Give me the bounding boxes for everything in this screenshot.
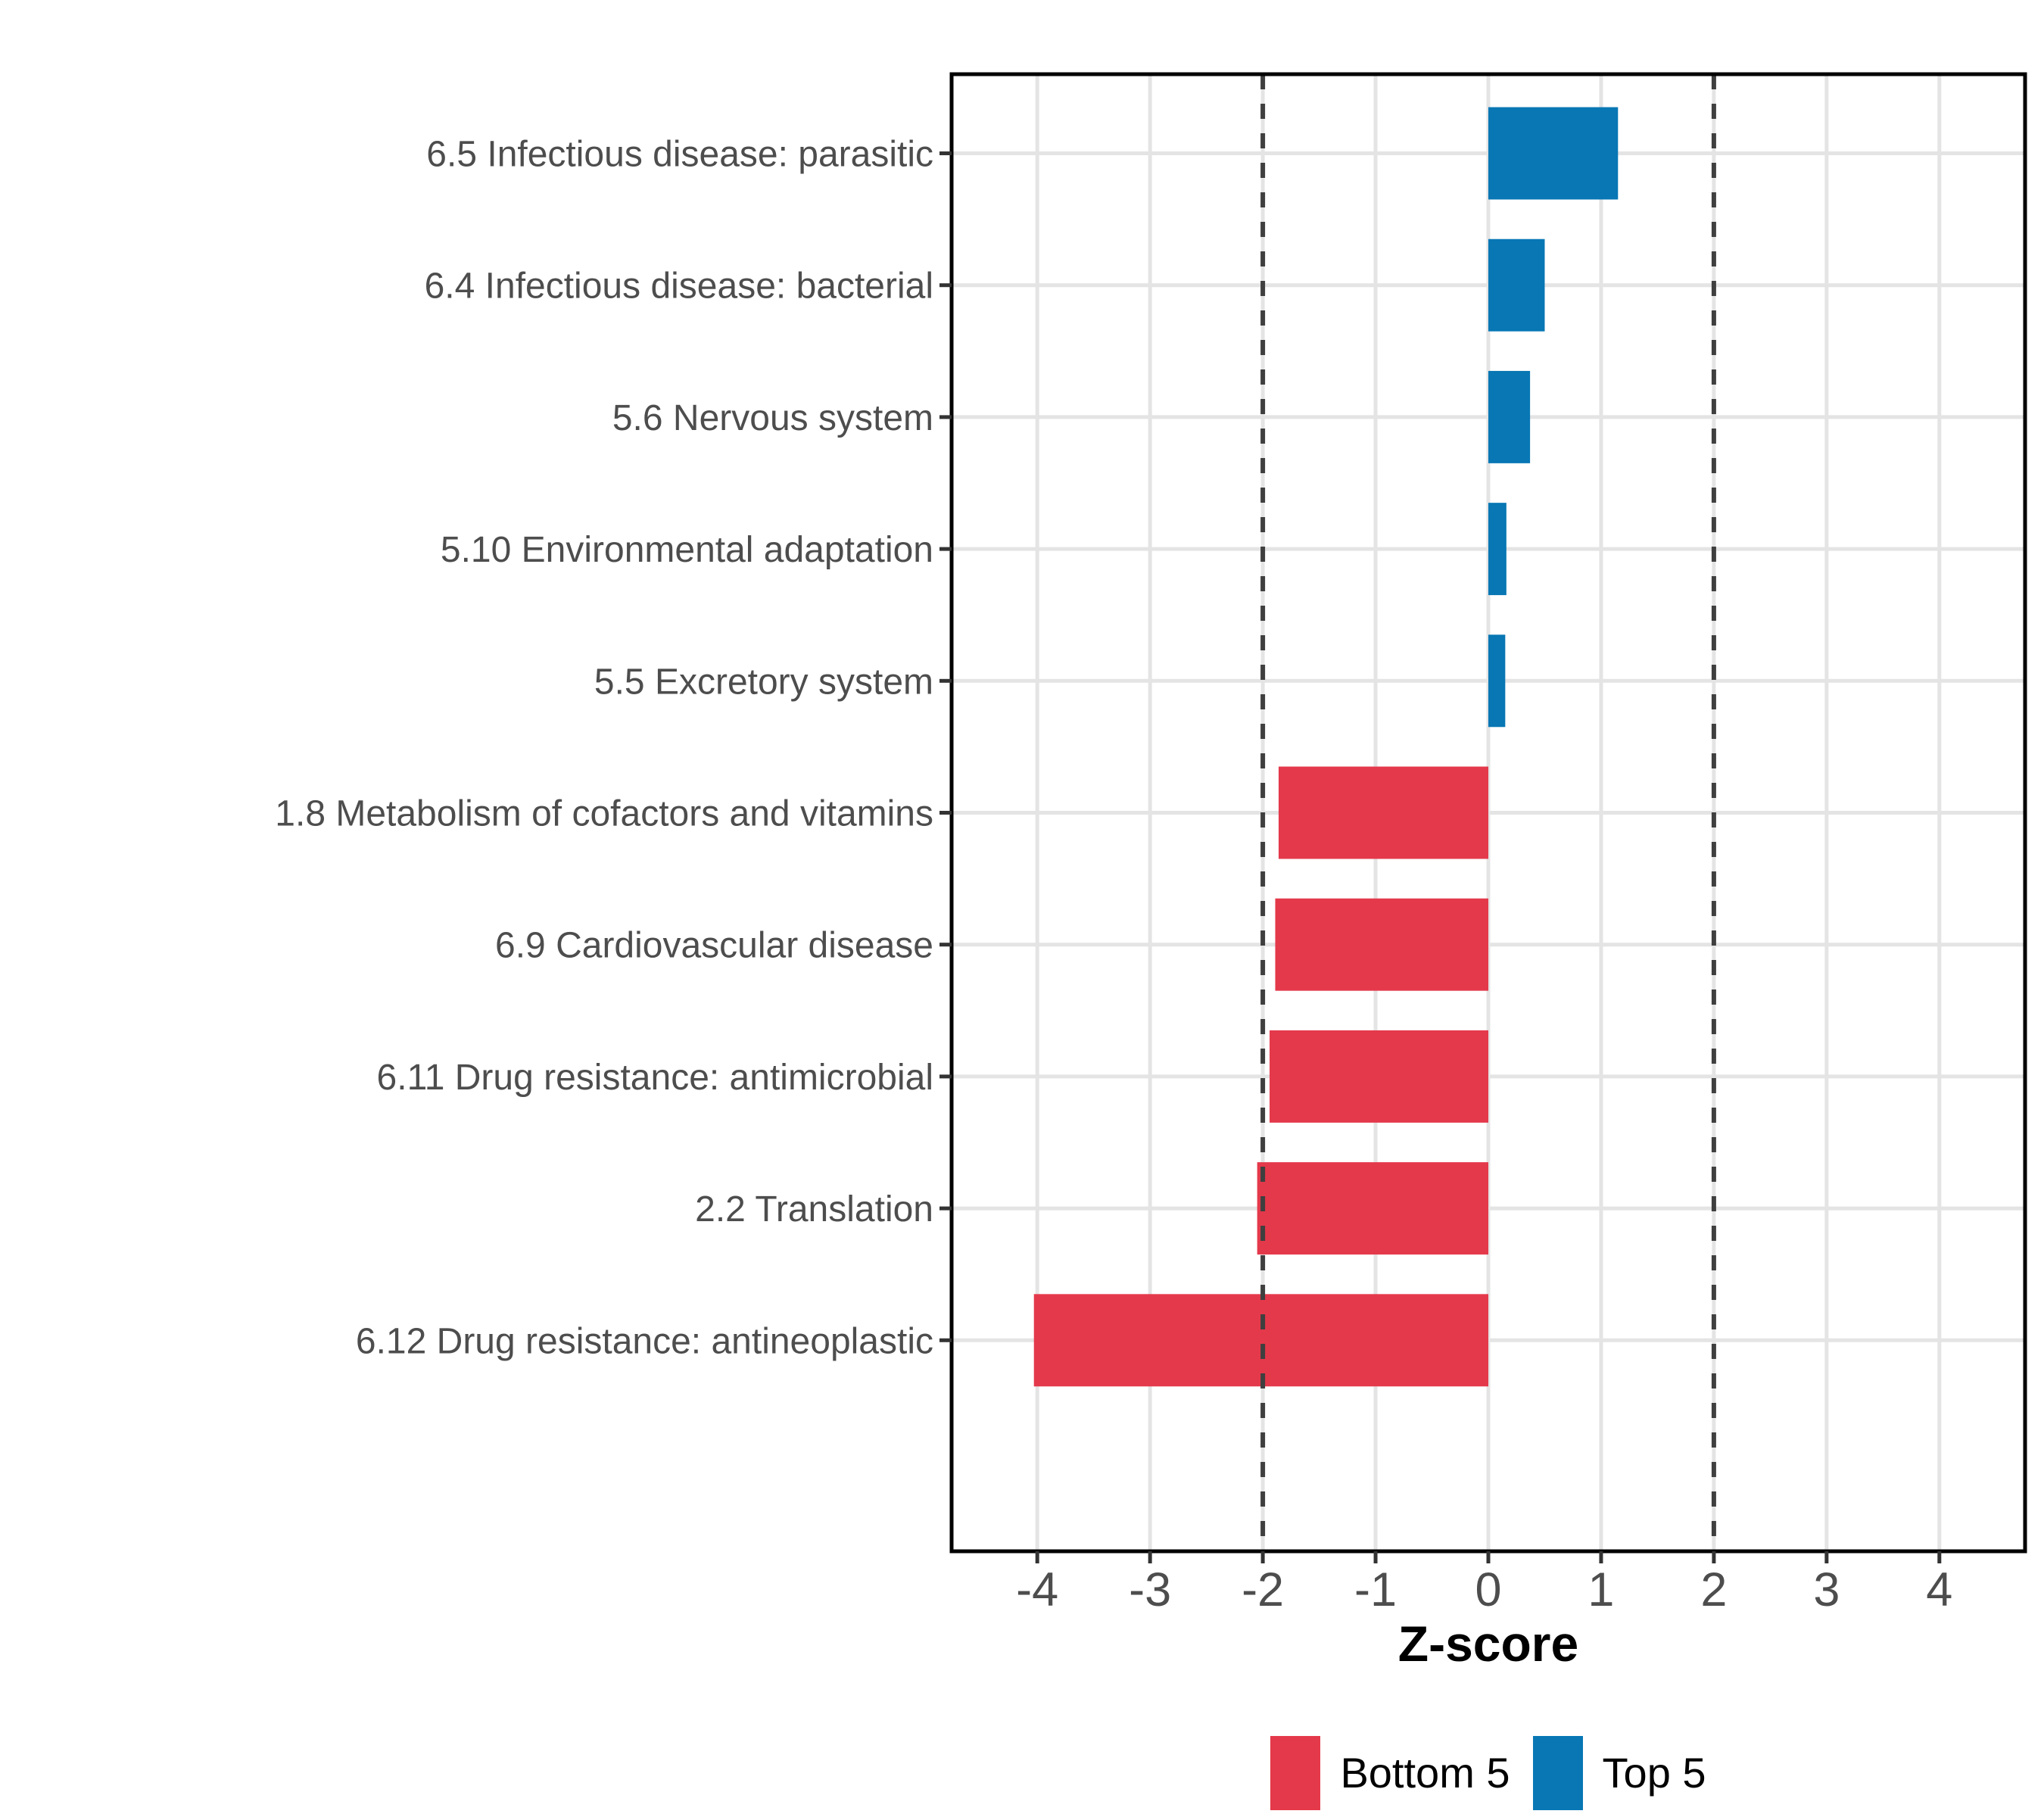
x-tick-label: -1: [1354, 1563, 1397, 1616]
bar: [1488, 503, 1507, 596]
bar: [1278, 766, 1488, 859]
legend: Bottom 5 Top 5: [952, 1735, 2025, 1811]
legend-item-top5: Top 5: [1532, 1736, 1706, 1810]
y-axis-label: 6.5 Infectious disease: parasitic: [426, 135, 933, 175]
bar: [1488, 107, 1619, 200]
bar: [1033, 1294, 1488, 1387]
y-axis-label: 1.8 Metabolism of cofactors and vitamins: [275, 794, 933, 834]
y-axis-label: 6.9 Cardiovascular disease: [495, 926, 933, 966]
bar: [1270, 1030, 1488, 1123]
x-tick-label: -2: [1242, 1563, 1284, 1616]
x-tick-label: -4: [1016, 1563, 1058, 1616]
x-tick-label: 1: [1588, 1563, 1614, 1616]
bar: [1488, 634, 1506, 728]
y-axis-label: 6.12 Drug resistance: antineoplastic: [356, 1321, 933, 1361]
bar: [1257, 1162, 1488, 1255]
x-axis-title: Z-score: [1397, 1616, 1579, 1672]
x-tick-label: 4: [1926, 1563, 1952, 1616]
x-tick-label: -3: [1129, 1563, 1171, 1616]
y-axis-label: 6.11 Drug resistance: antimicrobial: [377, 1058, 933, 1098]
x-tick-label: 0: [1475, 1563, 1501, 1616]
x-tick-label: 3: [1813, 1563, 1840, 1616]
y-axis-label: 2.2 Translation: [695, 1189, 933, 1230]
y-axis-label: 5.6 Nervous system: [612, 398, 933, 438]
legend-swatch-top5: [1532, 1736, 1583, 1810]
legend-label-bottom5: Bottom 5: [1340, 1749, 1510, 1797]
y-axis-label: 6.4 Infectious disease: bacterial: [425, 266, 933, 307]
bar: [1488, 370, 1531, 463]
legend-swatch-bottom5: [1270, 1736, 1321, 1810]
bar: [1275, 898, 1488, 991]
x-tick-label: 2: [1700, 1563, 1727, 1616]
y-axis-label: 5.10 Environmental adaptation: [441, 530, 933, 570]
legend-item-bottom5: Bottom 5: [1270, 1736, 1510, 1810]
bar: [1488, 238, 1545, 332]
legend-label-top5: Top 5: [1602, 1749, 1706, 1797]
y-axis-label: 5.5 Excretory system: [594, 662, 933, 702]
